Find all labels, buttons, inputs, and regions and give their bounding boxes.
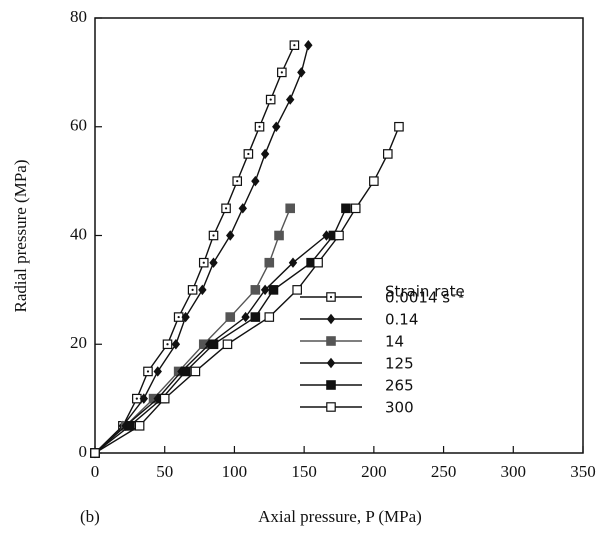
marker [208,339,219,350]
marker [313,257,323,268]
marker [226,230,235,241]
marker-dot [280,71,283,74]
marker [238,203,247,214]
series-line [94,126,400,454]
legend-label: 0.0014 s⁻¹ [385,289,464,307]
marker [222,339,233,350]
marker-dot [269,98,272,101]
marker [190,366,201,377]
legend-label: 265 [385,377,414,395]
marker-dot [247,152,250,156]
marker-dot [146,370,150,373]
marker [285,203,295,214]
marker [260,148,270,160]
legend-title: Strain rate [385,283,465,301]
x-tick-label: 50 [156,462,173,481]
marker [198,284,207,296]
marker [326,402,336,412]
marker [369,176,379,186]
x-tick-label: 350 [570,462,596,481]
y-tick-label: 0 [79,442,88,461]
marker [268,285,279,295]
marker-dot [236,180,239,183]
marker [260,284,270,296]
marker-dot [329,295,333,299]
marker [334,230,344,241]
marker-dot [293,44,296,47]
marker [181,311,190,323]
marker [250,285,261,295]
y-tick-label: 20 [70,333,87,352]
marker [322,230,331,241]
marker [326,313,336,325]
marker [286,94,295,105]
x-tick-label: 200 [361,462,387,481]
series-line [94,208,291,454]
marker [297,67,306,78]
marker [304,39,313,51]
marker [250,312,261,322]
x-tick-label: 100 [222,462,248,481]
marker [90,448,100,458]
marker [241,311,250,323]
legend-label: 300 [385,399,414,417]
y-tick-label: 60 [70,116,87,135]
marker [292,285,302,295]
marker [394,121,404,132]
x-tick-label: 250 [431,462,457,481]
y-axis-label: Radial pressure (MPa) [11,160,30,313]
x-tick-label: 300 [501,462,527,481]
x-tick-label: 0 [91,462,100,481]
legend-label: 125 [385,355,414,373]
y-tick-label: 40 [70,224,87,243]
marker [225,312,236,322]
series-line [94,45,310,454]
marker [134,421,145,431]
marker-dot [202,261,205,264]
marker-dot [166,343,169,346]
marker-dot [258,125,261,128]
marker [341,203,351,214]
marker-dot [177,315,180,319]
y-tick-label: 80 [70,7,87,26]
marker [209,257,218,268]
marker [326,357,336,369]
legend-label: 14 [385,333,404,351]
marker-dot [224,207,228,210]
marker [153,366,162,377]
marker [125,421,135,431]
panel-label: (b) [80,507,100,526]
series-line [94,208,347,454]
marker [383,149,393,159]
marker [264,257,275,268]
marker [326,380,336,390]
marker [326,336,336,346]
marker-dot [191,288,194,291]
marker-dot [135,397,138,400]
series-line [94,44,296,454]
marker [350,203,361,214]
marker [139,393,148,404]
marker [274,230,284,241]
x-tick-label: 150 [291,462,317,481]
marker [288,257,298,268]
marker [180,366,191,377]
marker-dot [212,234,215,237]
marker [171,339,181,350]
marker [264,312,275,322]
marker [251,175,260,187]
legend-label: 0.14 [385,311,418,329]
marker [272,121,281,132]
x-axis-label: Axial pressure, P (MPa) [258,507,422,526]
marker [159,393,170,404]
